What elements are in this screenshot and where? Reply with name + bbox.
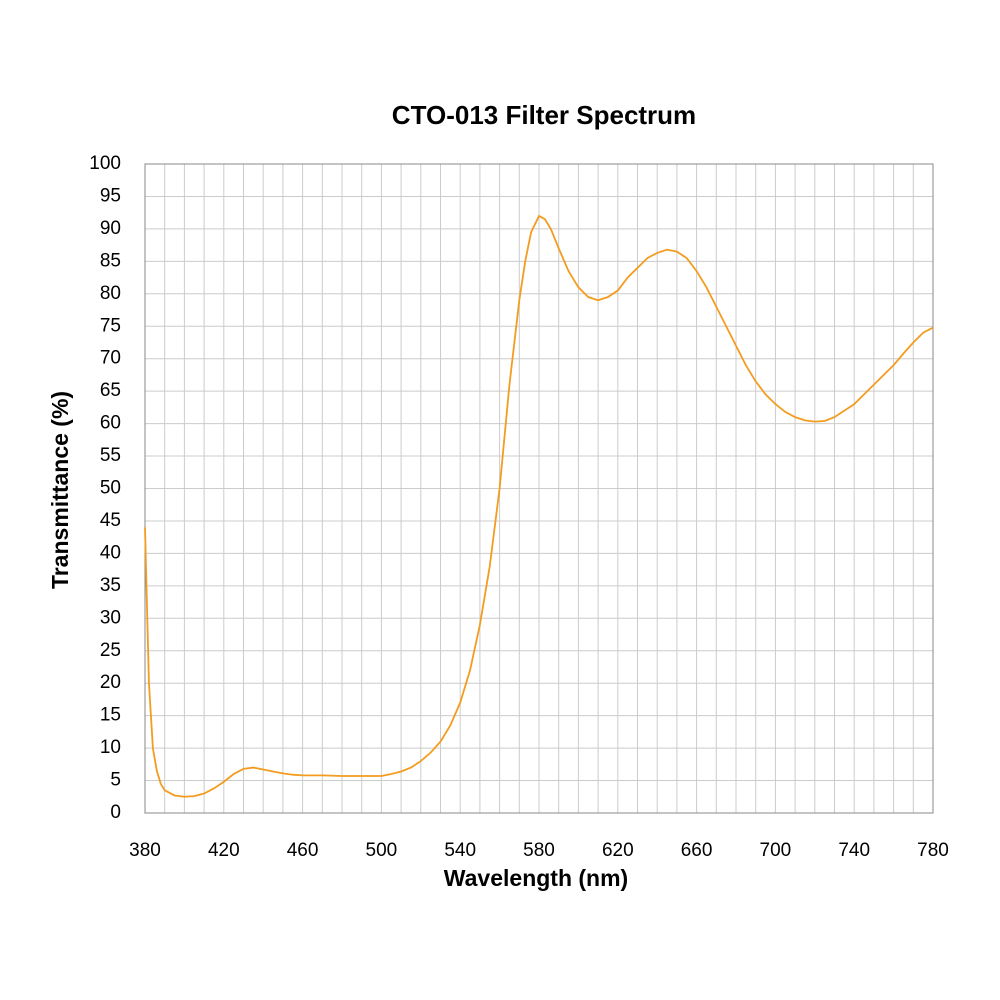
y-tick-label: 30 (100, 607, 121, 628)
x-tick-label: 660 (681, 840, 713, 861)
y-axis-title: Transmittance (%) (47, 391, 73, 589)
y-tick-label: 15 (100, 705, 121, 726)
y-tick-label: 90 (100, 218, 121, 239)
y-tick-label: 60 (100, 413, 121, 434)
y-tick-label: 40 (100, 542, 121, 563)
y-tick-label: 5 (110, 770, 121, 791)
y-tick-label: 85 (100, 250, 121, 271)
y-tick-label: 100 (89, 153, 121, 174)
plot-frame (144, 163, 934, 814)
y-tick-label: 0 (110, 802, 121, 823)
x-tick-label: 380 (129, 840, 161, 861)
y-tick-label: 75 (100, 315, 121, 336)
y-tick-label: 20 (100, 672, 121, 693)
y-tick-label: 65 (100, 380, 121, 401)
x-tick-label: 500 (366, 840, 398, 861)
x-tick-label: 420 (208, 840, 240, 861)
y-tick-label: 25 (100, 640, 121, 661)
x-tick-label: 700 (760, 840, 792, 861)
y-tick-label: 10 (100, 737, 121, 758)
chart-title: CTO-013 Filter Spectrum (392, 100, 696, 130)
data-line (144, 214, 934, 798)
y-tick-label: 45 (100, 510, 121, 531)
x-axis-title: Wavelength (nm) (444, 865, 628, 891)
x-tick-label: 620 (602, 840, 634, 861)
y-tick-label: 50 (100, 478, 121, 499)
y-tick-label: 80 (100, 283, 121, 304)
x-tick-label: 580 (523, 840, 555, 861)
x-tick-label: 540 (444, 840, 476, 861)
y-tick-label: 70 (100, 348, 121, 369)
y-tick-label: 55 (100, 445, 121, 466)
x-tick-label: 740 (838, 840, 870, 861)
y-tick-label: 95 (100, 185, 121, 206)
x-tick-label: 460 (287, 840, 319, 861)
y-tick-label: 35 (100, 575, 121, 596)
x-tick-label: 780 (917, 840, 949, 861)
